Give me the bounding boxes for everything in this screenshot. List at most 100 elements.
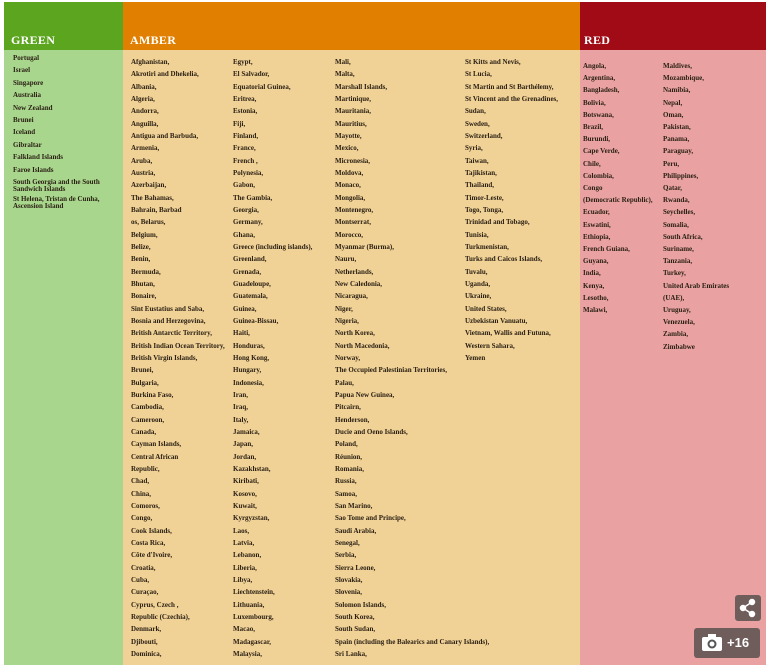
country-entry: Kyrgyzstan, [233,514,270,523]
camera-icon [702,634,722,651]
country-entry: Comoros, [131,501,160,510]
country-entry: Samoa, [335,489,357,498]
country-entry: Zambia, [663,330,689,339]
country-entry: Japan, [233,440,254,449]
country-entry: Greenland, [233,255,267,264]
country-entry: Russia, [335,477,357,486]
country-entry: Lithuania, [233,600,265,609]
country-entry: Henderson, [335,415,370,424]
country-entry: Guatemala, [233,292,268,301]
country-entry: Martinique, [335,94,371,103]
country-entry: Namibia, [663,86,691,95]
country-entry: Lebanon, [233,551,262,560]
country-entry: Jamaica, [233,427,260,436]
share-button[interactable] [735,595,761,621]
country-entry: Somalia, [663,220,689,229]
country-entry: Cape Verde, [583,147,620,156]
country-entry: Taiwan, [465,156,489,165]
country-entry: Cayman Islands, [131,440,182,449]
amber-panel: AMBER Afghanistan, Akrotiri and Dhekelia,… [123,2,580,665]
country-entry: Belgium, [131,230,158,239]
country-entry: United Arab Emirates [663,281,730,290]
country-entry: Cameroon, [131,415,165,424]
country-entry: Rwanda, [663,196,690,205]
country-entry: Turks and Caicos Islands, [465,255,543,264]
country-entry: Sierra Leone, [335,563,376,572]
country-entry: Bangladesh, [583,86,620,95]
country-entry: Malaysia, [233,649,262,658]
country-entry: Denmark, [131,625,162,634]
country-entry: Portugal [13,54,40,62]
country-entry: Switzerland, [465,131,503,140]
country-entry: British Virgin Islands, [131,353,198,362]
country-entry: Faroe Islands [13,165,54,174]
country-entry: New Zealand [13,103,53,112]
country-entry: Mauritania, [335,107,371,116]
share-icon [739,598,756,618]
country-entry: North Korea, [335,329,375,338]
country-entry: Bosnia and Herzegovina, [131,316,206,325]
country-entry: Panama, [663,135,690,144]
country-entry: Togo, Tonga, [465,205,504,214]
country-entry: South Sudan, [335,625,376,634]
country-entry: Belize, [131,242,151,251]
country-entry: British Indian Ocean Territory, [131,341,225,350]
country-entry: Azerbaijan, [131,181,167,190]
country-entry: Burundi, [583,135,611,144]
country-entry: Papua New Guinea, [335,390,395,399]
country-entry: Sri Lanka, [335,649,367,658]
country-entry: Cook Islands, [131,526,172,535]
country-entry: Mozambique, [663,74,705,83]
country-entry: India, [583,269,601,278]
country-entry: Montserrat, [335,218,371,227]
country-entry: Congo, [131,514,153,523]
country-entry: os, Belarus, [131,218,166,227]
country-entry: St Helena, Tristan de Cunha, Ascension I… [13,195,100,210]
country-entry: Timor-Leste, [465,193,504,202]
country-entry: Brunei, [131,366,154,375]
country-entry: Honduras, [233,341,265,350]
country-entry: Ecuador, [583,208,610,217]
country-entry: Nauru, [335,255,357,264]
country-entry: Suriname, [663,245,694,253]
country-entry: Antigua and Barbuda, [131,131,199,140]
country-entry: Seychelles, [663,208,696,217]
country-entry: Iraq, [233,403,248,412]
country-entry: Iran, [233,390,248,399]
country-entry: Tunisia, [465,230,489,239]
country-entry: St Lucia, [465,70,492,79]
country-entry: Saudi Arabia, [335,526,377,535]
red-title: RED [584,33,611,47]
country-entry: Nepal, [663,98,683,107]
country-entry: Mayotte, [335,131,362,140]
country-entry: Gibraltar [13,140,42,149]
country-entry: British Antarctic Territory, [131,329,212,338]
country-entry: Angola, [583,62,607,70]
country-entry: Colombia, [583,171,614,180]
country-entry: Falkland Islands [13,153,63,162]
country-entry: Qatar, [663,184,682,192]
country-entry: Fiji, [233,119,246,128]
country-entry: North Macedonia, [335,341,390,350]
country-entry: The Bahamas, [131,193,174,202]
country-entry: Djibouti, [131,637,158,646]
country-entry: Uganda, [465,279,491,288]
country-entry: Singapore [13,78,44,87]
country-entry: Chad, [131,477,150,486]
gallery-button[interactable]: +16 [694,628,760,658]
country-entry: Turkmenistan, [465,242,509,251]
country-entry: Thailand, [465,181,494,190]
country-entry: Romania, [335,464,364,473]
country-entry: Eritrea, [233,94,257,103]
country-entry: Micronesia, [335,156,371,165]
country-entry: Estonia, [233,107,258,116]
country-entry: Madagascar, [233,637,272,646]
country-entry: Kazakhstan, [233,464,271,473]
country-entry: Réunion, [335,452,363,461]
country-entry: Macao, [233,625,255,634]
country-entry: (Democratic Republic), [583,196,653,205]
country-entry: Maldives, [663,62,692,70]
country-entry: Malawi, [583,306,608,314]
country-entry: Guyana, [583,257,609,266]
